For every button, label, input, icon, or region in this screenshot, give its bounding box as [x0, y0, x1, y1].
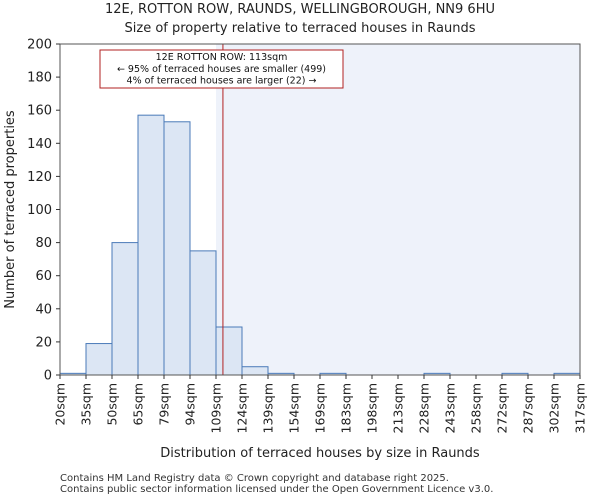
x-tick-label: 169sqm — [313, 383, 328, 433]
y-axis-label: Number of terraced properties — [3, 110, 18, 309]
y-tick-label: 40 — [35, 302, 52, 317]
y-tick-label: 60 — [35, 269, 52, 284]
bar-94sqm — [189, 250, 217, 376]
y-tick-label: 200 — [27, 38, 52, 53]
annotation-line-1: 12E ROTTON ROW: 113sqm — [156, 52, 288, 63]
x-tick-label: 243sqm — [443, 383, 458, 433]
x-tick-label: 79sqm — [157, 383, 172, 426]
x-tick-label: 94sqm — [183, 383, 198, 426]
chart-title-address: 12E, ROTTON ROW, RAUNDS, WELLINGBOROUGH,… — [105, 2, 495, 17]
x-tick-label: 109sqm — [209, 383, 224, 433]
x-tick-label: 272sqm — [495, 383, 510, 433]
bar-124sqm — [241, 366, 269, 376]
y-tick-label: 80 — [35, 236, 52, 251]
y-tick-label: 20 — [35, 335, 52, 350]
x-tick-label: 183sqm — [339, 383, 354, 433]
x-tick-label: 302sqm — [547, 383, 562, 433]
annotation-box — [99, 49, 344, 89]
bar-50sqm — [111, 242, 139, 376]
bar-65sqm — [137, 114, 165, 376]
y-tick-label: 140 — [27, 137, 52, 152]
y-tick-label: 180 — [27, 71, 52, 86]
annotation-line-2: ← 95% of terraced houses are smaller (49… — [117, 64, 326, 75]
x-axis-label: Distribution of terraced houses by size … — [160, 446, 480, 461]
bar-79sqm — [163, 121, 191, 376]
y-tick-label: 100 — [27, 203, 52, 218]
bar-109sqm — [215, 326, 243, 376]
x-tick-label: 65sqm — [131, 383, 146, 426]
x-tick-label: 50sqm — [105, 383, 120, 426]
x-tick-label: 317sqm — [573, 383, 588, 433]
histogram-chart: 0 20 40 60 80 100 120 140 160 180 200 20sqm 35sqm 50… — [3, 38, 588, 462]
x-tick-label: 20sqm — [53, 383, 68, 426]
y-tick-label: 160 — [27, 104, 52, 119]
x-tick-label: 287sqm — [521, 383, 536, 433]
y-tick-label: 0 — [44, 369, 52, 384]
x-tick-label: 213sqm — [391, 383, 406, 433]
x-tick-label: 228sqm — [417, 383, 432, 433]
footer-copyright: Contains HM Land Registry data © Crown c… — [60, 473, 449, 484]
x-tick-label: 258sqm — [469, 383, 484, 433]
annotation-line-3: 4% of terraced houses are larger (22) → — [127, 76, 317, 87]
x-tick-label: 154sqm — [287, 383, 302, 433]
x-tick-label: 124sqm — [235, 383, 250, 433]
x-tick-label: 139sqm — [261, 383, 276, 433]
x-tick-label: 35sqm — [79, 383, 94, 426]
highlight-region — [216, 44, 580, 375]
bar-35sqm — [85, 343, 113, 376]
chart-title-subtitle: Size of property relative to terraced ho… — [124, 21, 476, 36]
footer-licence: Contains public sector information licen… — [60, 484, 494, 495]
x-tick-label: 198sqm — [365, 383, 380, 433]
y-tick-label: 120 — [27, 170, 52, 185]
